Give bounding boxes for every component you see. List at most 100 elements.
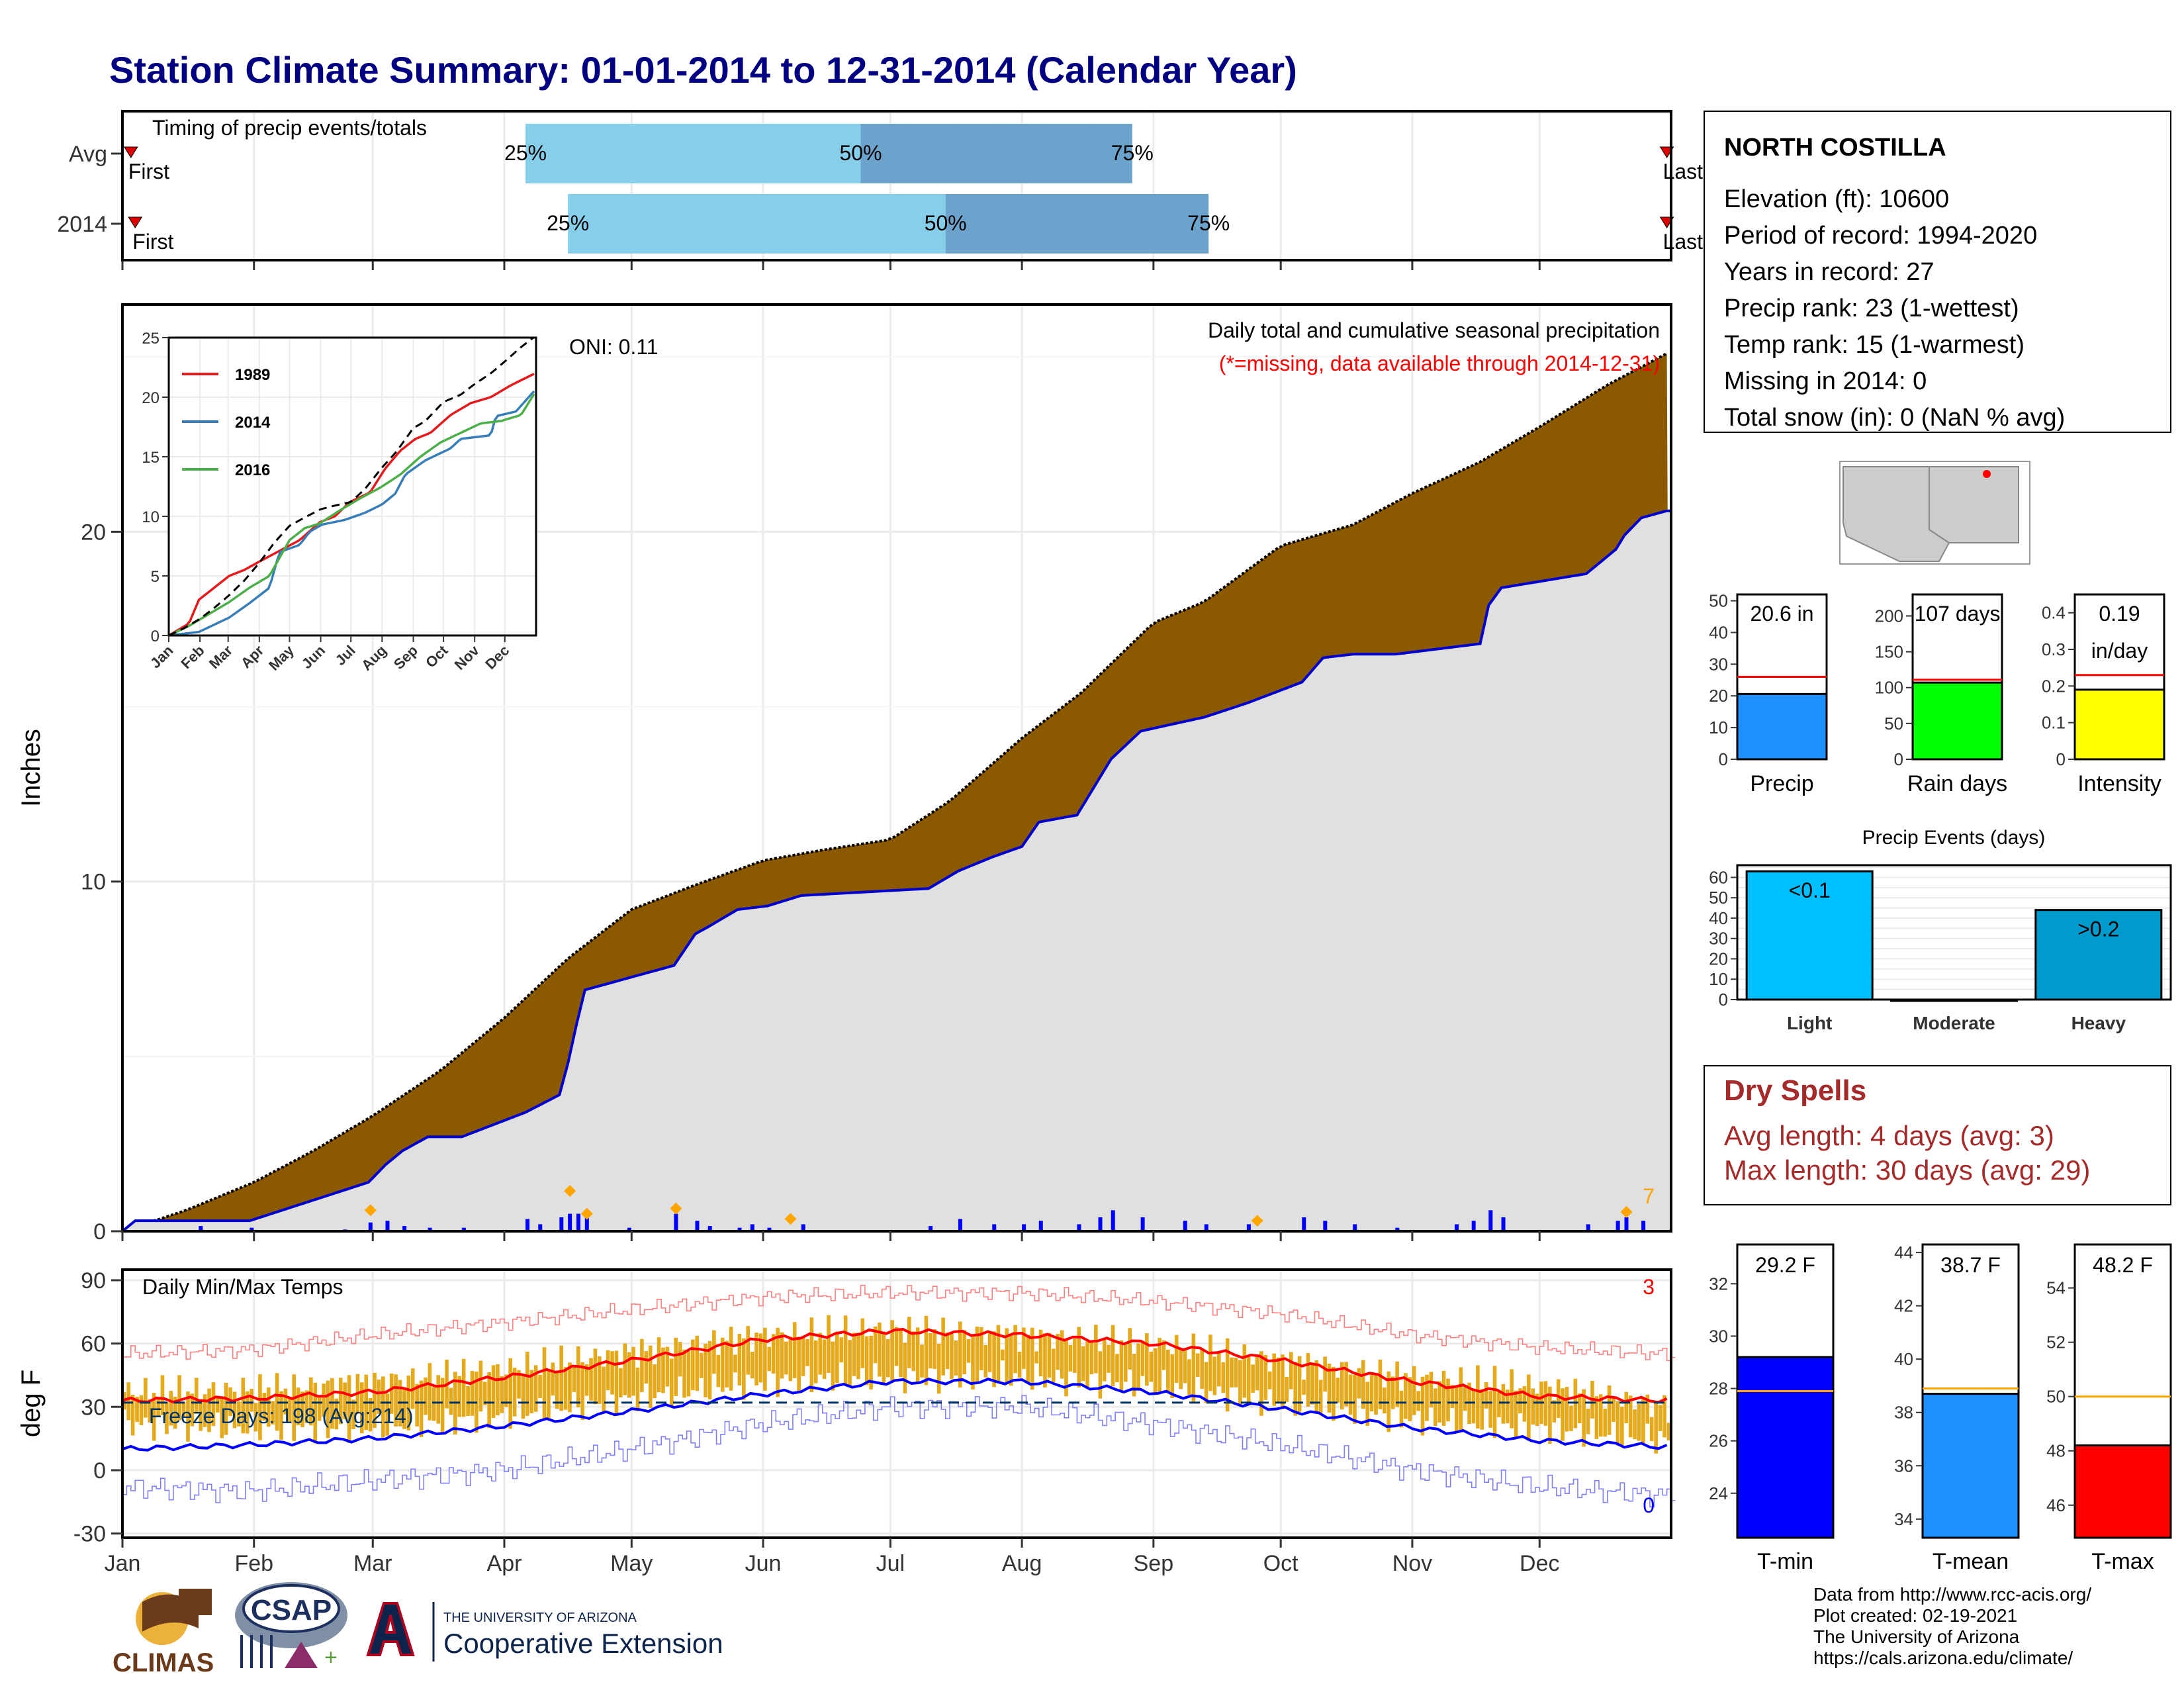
daily-temp-bar [996, 1325, 1001, 1382]
precip-caption: Daily total and cumulative seasonal prec… [1208, 318, 1660, 342]
timing-q50-label: 50% [839, 141, 882, 165]
events-bar-label: <0.1 [1789, 878, 1831, 902]
daily-temp-bar [1038, 1329, 1043, 1377]
summary-bar-ytick-label: 50 [1884, 714, 1903, 733]
daily-temp-bar [338, 1378, 343, 1425]
footer-line: Data from http://www.rcc-acis.org/ [1813, 1584, 2091, 1605]
summary-bar-value-label: 0.19 [2099, 602, 2140, 626]
daily-temp-bar [1187, 1359, 1191, 1395]
freeze-days-label: Freeze Days: 198 (Avg:214) [149, 1404, 414, 1428]
daily-temp-bar [983, 1344, 988, 1378]
daily-temp-bar [1259, 1351, 1263, 1416]
precip-extreme-count: 7 [1643, 1184, 1655, 1208]
daily-temp-bar [813, 1340, 818, 1383]
daily-temp-bar [1527, 1374, 1531, 1441]
daily-temp-bar [1145, 1333, 1149, 1386]
timing-bar-second-half [860, 124, 1132, 183]
daily-temp-bar [704, 1344, 707, 1397]
daily-temp-bar [631, 1346, 635, 1396]
summary-bar-panel-rain-days: 0 50 100 150 200 107 days Rain days [1875, 593, 2007, 796]
daily-temp-bar [1026, 1335, 1030, 1383]
daily-temp-bar [1441, 1370, 1446, 1427]
daily-temp-bar [754, 1333, 758, 1385]
daily-temp-bar [232, 1391, 237, 1429]
daily-temp-bar [1302, 1380, 1306, 1395]
daily-temp-bar [975, 1327, 979, 1382]
daily-temp-bar [788, 1336, 793, 1382]
daily-temp-bar [1641, 1399, 1645, 1444]
timing-q25-label: 25% [504, 141, 547, 165]
daily-temp-bar [589, 1358, 593, 1401]
timing-row-label: 2014 [57, 212, 107, 237]
daily-temp-bar [1582, 1389, 1586, 1447]
daily-temp-bar [1170, 1354, 1175, 1399]
daily-temp-bar [856, 1333, 860, 1380]
daily-precip-bar [1501, 1217, 1506, 1231]
daily-precip-bar [1615, 1221, 1620, 1231]
summary-bar-value [2073, 688, 2165, 761]
dry-spells-avg: Avg length: 4 days (avg: 3) [1724, 1120, 2054, 1151]
daily-temp-bar [729, 1327, 733, 1391]
daily-temp-bar [602, 1366, 606, 1413]
daily-temp-bar [1149, 1351, 1154, 1382]
daily-temp-bar [1153, 1348, 1158, 1394]
daily-temp-bar [419, 1380, 424, 1437]
events-category-label: Light [1787, 1013, 1832, 1033]
timing-bar-second-half [945, 194, 1209, 254]
daily-temp-bar [1662, 1395, 1666, 1438]
daily-temp-bar [1267, 1371, 1272, 1389]
daily-temp-bar [1556, 1379, 1561, 1419]
daily-temp-bar [860, 1318, 865, 1368]
temp-bar-ytick-label: 52 [2046, 1333, 2066, 1352]
daily-temp-bar [538, 1374, 542, 1398]
daily-temp-bar [1340, 1362, 1344, 1410]
summary-bar-ytick-label: 100 [1875, 678, 1903, 698]
daily-precip-bar [1204, 1224, 1208, 1231]
dry-spells-title: Dry Spells [1724, 1074, 1866, 1107]
daily-temp-bar [351, 1399, 355, 1430]
temp-label: Daily Min/Max Temps [142, 1275, 343, 1299]
daily-temp-bar [1068, 1344, 1073, 1372]
daily-temp-bar [737, 1333, 742, 1385]
timing-bar-first-half [568, 194, 946, 254]
daily-temp-bar [1064, 1339, 1068, 1397]
station-info-line: Missing in 2014: 0 [1724, 367, 1927, 395]
events-bar [2034, 909, 2163, 1001]
daily-temp-bar [487, 1372, 491, 1429]
summary-bar-panel-precip: 0 10 20 30 40 50 20.6 in Precip [1709, 591, 1828, 796]
daily-temp-bar [1123, 1344, 1128, 1382]
events-ytick-label: 0 [1719, 990, 1728, 1009]
record-min-line [122, 1395, 1676, 1508]
daily-precip-bar [368, 1222, 373, 1231]
summary-bar-ytick-label: 40 [1709, 622, 1728, 642]
daily-temp-bar [725, 1340, 729, 1387]
climas-wordmark: CLIMAS [113, 1648, 214, 1677]
daily-temp-bar [1119, 1340, 1124, 1392]
timing-first-marker [123, 146, 138, 158]
daily-temp-bar [627, 1352, 631, 1398]
daily-temp-bar [1238, 1360, 1242, 1405]
daily-temp-bar [852, 1333, 856, 1376]
daily-temp-bar [1094, 1325, 1098, 1374]
daily-temp-bar [1433, 1388, 1437, 1427]
daily-temp-bar [428, 1363, 432, 1421]
daily-temp-bar [266, 1387, 271, 1427]
daily-precip-bar [1641, 1221, 1646, 1231]
daily-temp-bar [644, 1351, 649, 1384]
daily-temp-bar [1111, 1325, 1115, 1387]
timing-last-label: Last [1663, 230, 1704, 254]
daily-temp-bar [648, 1345, 653, 1409]
daily-precip-bar [627, 1227, 631, 1231]
daily-temp-bar [1420, 1376, 1425, 1436]
daily-temp-bar [1463, 1385, 1467, 1411]
daily-precip-bar [1246, 1224, 1251, 1231]
daily-temp-bar [555, 1371, 559, 1409]
daily-temp-bar [1628, 1395, 1633, 1438]
daily-temp-bar [1399, 1390, 1404, 1428]
daily-precip-bar [199, 1226, 203, 1231]
obs-cumulative-line [121, 509, 1671, 1233]
daily-temp-bar [173, 1396, 177, 1429]
daily-temp-bar [482, 1382, 487, 1405]
daily-temp-bar [283, 1388, 288, 1415]
